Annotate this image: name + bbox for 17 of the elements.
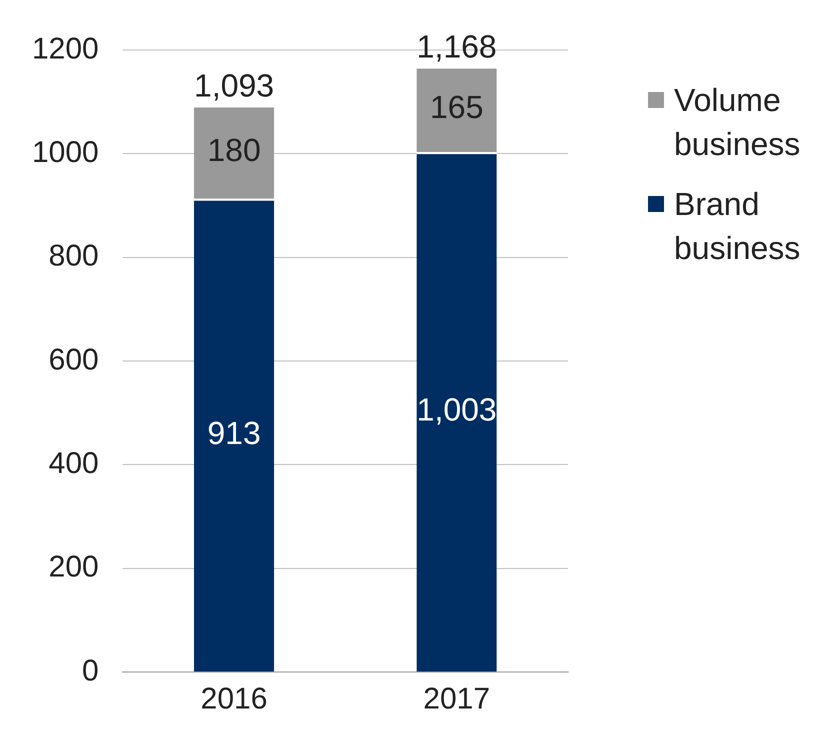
data-label: 165	[430, 89, 484, 126]
legend-label: Volume business	[674, 81, 802, 164]
y-tick-label: 400	[48, 446, 99, 480]
x-tick-label: 2016	[200, 682, 268, 716]
data-label: 180	[207, 132, 261, 168]
data-label: 1,003	[416, 392, 497, 428]
total-label: 1,093	[194, 67, 274, 104]
y-tick-label: 800	[48, 240, 99, 273]
legend-label: Brand business	[674, 185, 802, 268]
data-label: 913	[207, 414, 261, 451]
y-tick-label: 200	[48, 550, 99, 584]
total-label: 1,168	[416, 28, 497, 64]
y-tick-label: 600	[48, 343, 99, 376]
x-tick-label: 2017	[423, 682, 490, 716]
y-tick-label: 0	[82, 654, 99, 688]
y-tick-label: 1200	[32, 32, 99, 66]
y-tick-label: 1000	[32, 136, 99, 169]
